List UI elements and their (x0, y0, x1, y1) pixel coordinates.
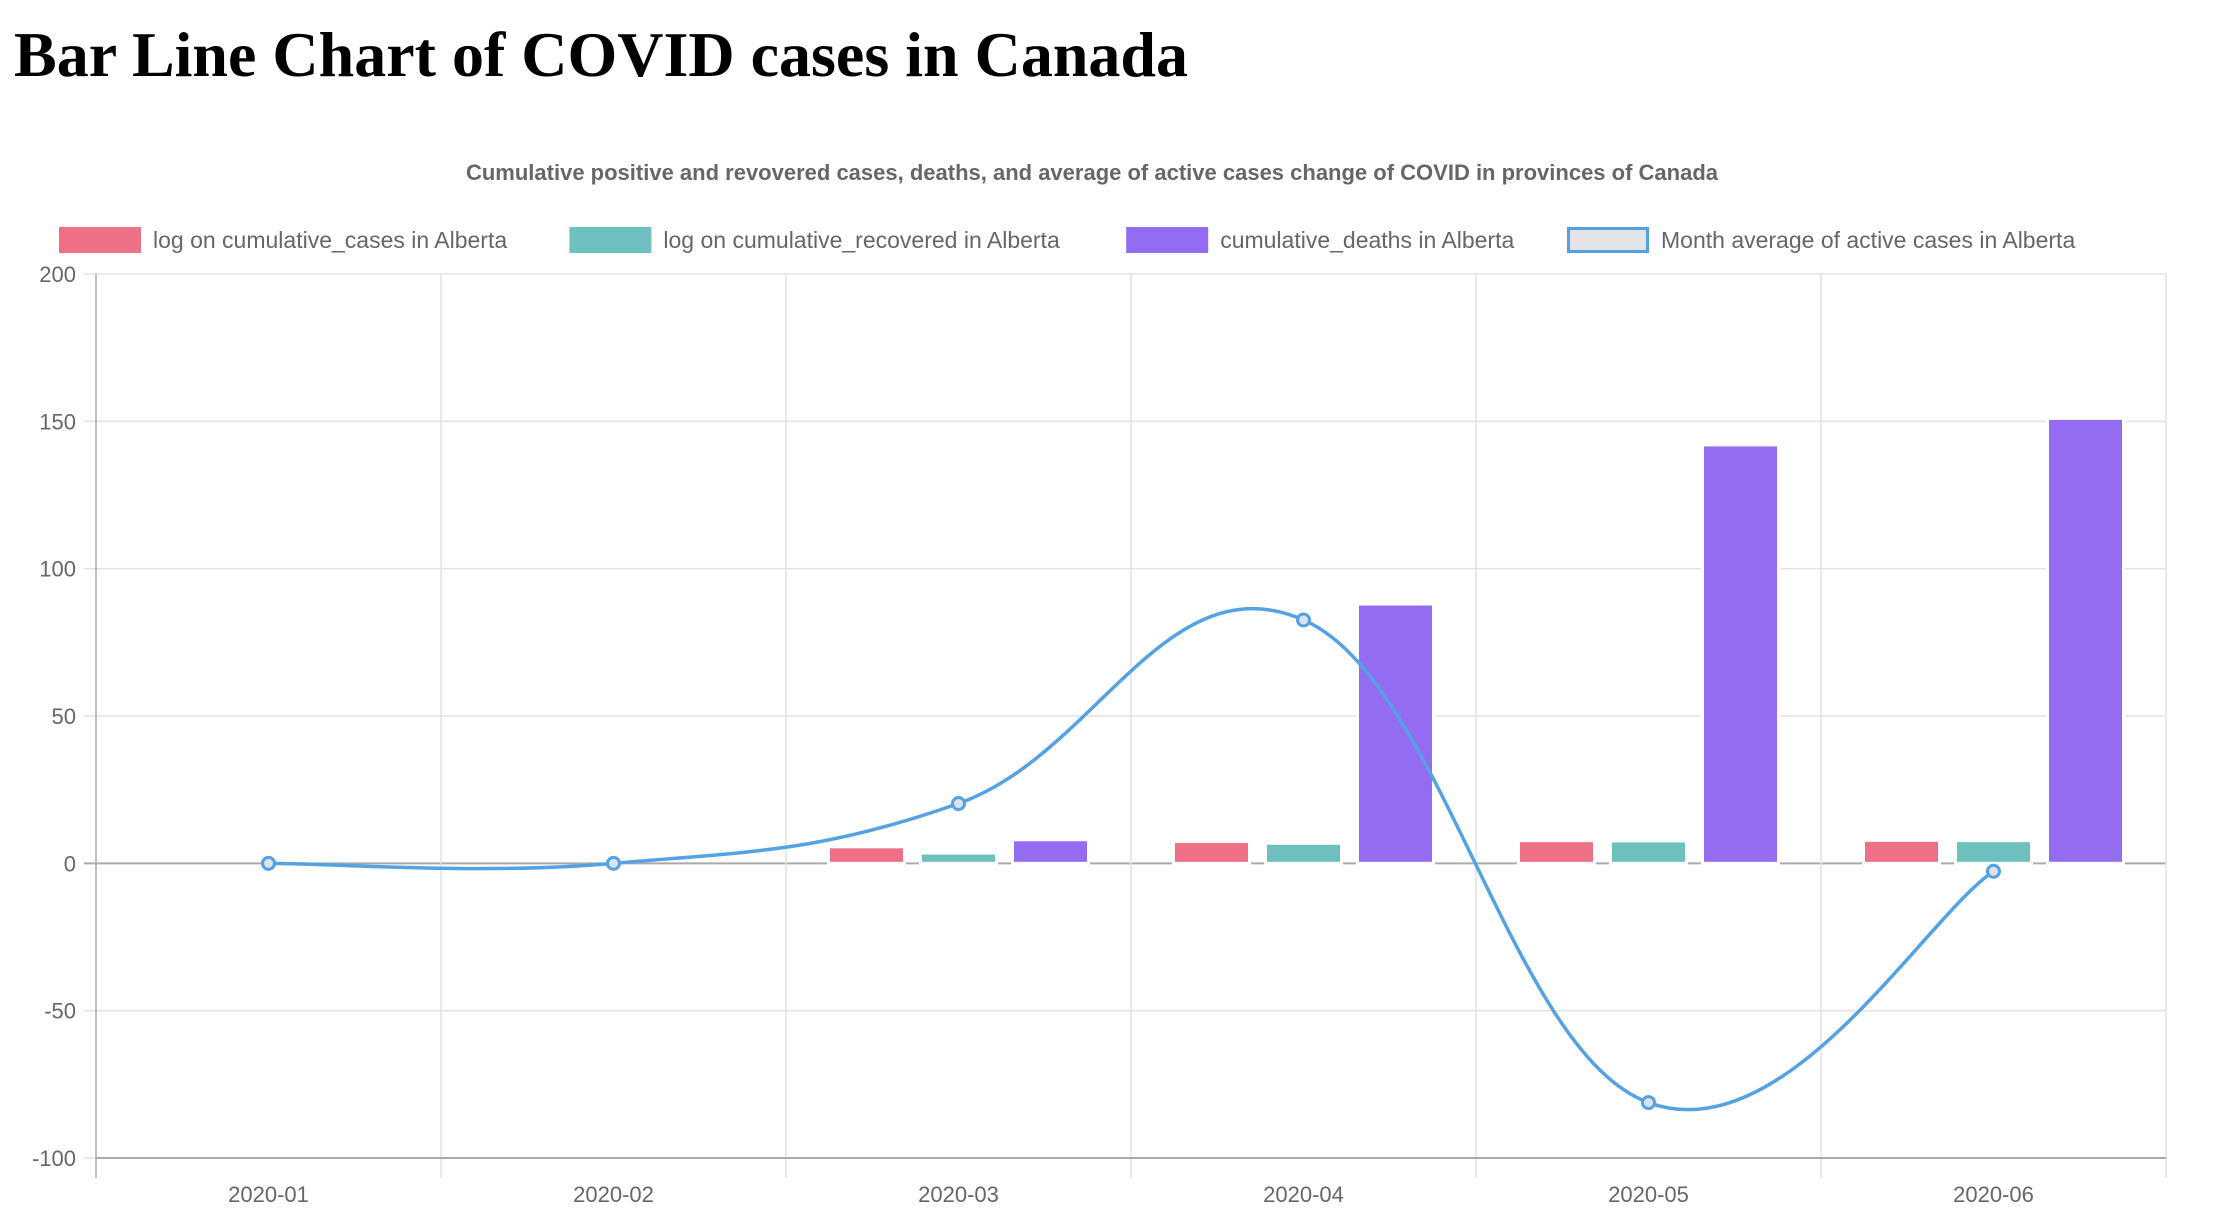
y-tick-label: 100 (39, 557, 76, 582)
chart-title: Cumulative positive and revovered cases,… (466, 160, 1719, 185)
bar (1954, 839, 2033, 865)
chart-legend: log on cumulative_cases in Alberta log on… (59, 227, 2075, 253)
line-point (1296, 612, 1311, 628)
legend-label: cumulative_deaths in Alberta (1220, 227, 1514, 253)
chart-grid (84, 273, 2167, 1178)
line-point (951, 796, 966, 812)
line-point (1641, 1095, 1656, 1111)
y-tick-label: 200 (39, 262, 76, 287)
bar (1862, 838, 1941, 865)
bar (1172, 840, 1251, 865)
x-tick-label: 2020-01 (228, 1182, 309, 1207)
x-tick-label: 2020-05 (1608, 1182, 1689, 1207)
legend-label: Month average of active cases in Alberta (1661, 227, 2075, 253)
page-title: Bar Line Chart of COVID cases in Canada (14, 19, 1188, 90)
x-tick-label: 2020-03 (918, 1182, 999, 1207)
bar (919, 851, 998, 865)
legend-swatch (569, 227, 652, 253)
bar (1701, 443, 1780, 865)
y-tick-label: -50 (44, 999, 76, 1024)
line-point (606, 855, 621, 871)
bar (1517, 839, 1596, 865)
y-axis: 200 150 100 50 0 -50 -100 (32, 262, 76, 1171)
line-point (1986, 863, 2001, 879)
x-axis: 2020-01 2020-02 2020-03 2020-04 2020-05 2020-… (96, 1157, 2166, 1207)
y-tick-label: 50 (52, 704, 76, 729)
bar-series-group (827, 416, 2125, 865)
x-tick-label: 2020-06 (1953, 1182, 2034, 1207)
legend-label: log on cumulative_cases in Alberta (153, 227, 507, 253)
line-point (261, 855, 276, 871)
legend-swatch (1126, 227, 1209, 253)
legend-swatch (59, 227, 141, 253)
legend-label: log on cumulative_recovered in Alberta (663, 227, 1060, 253)
y-tick-label: -100 (32, 1146, 76, 1171)
y-tick-label: 0 (64, 851, 76, 876)
bar (1356, 602, 1435, 865)
bar (1609, 839, 1688, 865)
y-tick-label: 150 (39, 409, 76, 434)
bar (1264, 841, 1343, 865)
legend-swatch (1567, 227, 1649, 253)
bar (1011, 838, 1090, 865)
bar (2046, 416, 2125, 865)
x-tick-label: 2020-02 (573, 1182, 654, 1207)
x-tick-label: 2020-04 (1263, 1182, 1344, 1207)
line-series-group (261, 606, 2001, 1112)
bar (827, 845, 906, 865)
